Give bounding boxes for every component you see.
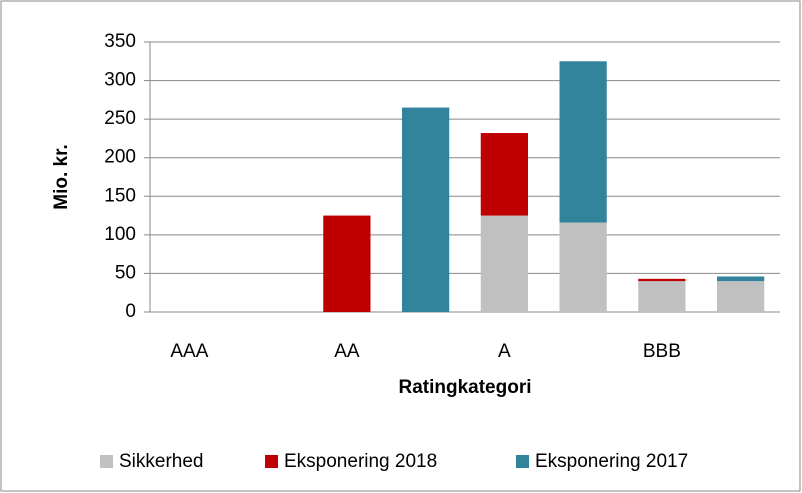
y-tick-label: 100 — [104, 224, 136, 245]
x-axis-label: Ratingkategori — [398, 377, 531, 398]
legend-swatch — [516, 455, 529, 468]
bar-segment — [402, 107, 450, 312]
y-tick-label: 150 — [104, 185, 136, 206]
y-tick-label: 300 — [104, 70, 136, 91]
legend-label: Eksponering 2018 — [284, 451, 437, 472]
x-tick-label: BBB — [643, 341, 681, 362]
y-tick-label: 0 — [125, 301, 136, 322]
bar-segment — [559, 61, 607, 223]
y-tick-label: 350 — [104, 31, 136, 52]
bar-segment — [480, 133, 528, 216]
x-tick-label: AAA — [170, 341, 208, 362]
bar-segment — [480, 215, 528, 312]
bar-segment — [638, 281, 686, 312]
y-tick-label: 250 — [104, 108, 136, 129]
x-tick-label: AA — [334, 341, 360, 362]
bar-segment — [559, 222, 607, 312]
y-tick-label: 50 — [115, 262, 136, 283]
bar-segment — [717, 281, 765, 312]
y-tick-label: 200 — [104, 147, 136, 168]
legend-label: Sikkerhed — [119, 451, 204, 472]
legend-swatch — [100, 455, 113, 468]
legend-swatch — [265, 455, 278, 468]
bar-segment — [323, 215, 371, 312]
bar-segment — [717, 276, 765, 282]
y-axis-label: Mio. kr. — [51, 144, 72, 209]
bar-segment — [638, 278, 686, 282]
x-tick-label: A — [498, 341, 511, 362]
legend-label: Eksponering 2017 — [535, 451, 688, 472]
